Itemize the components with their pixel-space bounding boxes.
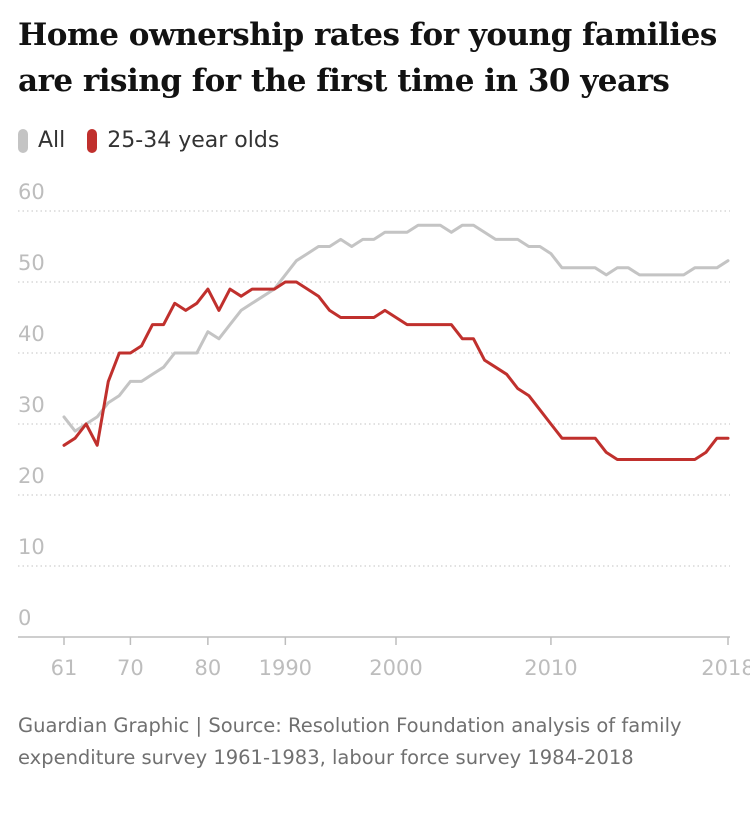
x-tick-label: 1990 xyxy=(259,656,312,680)
x-tick-label: 2018 xyxy=(701,656,750,680)
y-tick-label: 20 xyxy=(18,464,45,488)
y-tick-label: 40 xyxy=(18,322,45,346)
y-tick-label: 60 xyxy=(18,180,45,204)
series-line xyxy=(62,223,730,433)
y-tick-label: 30 xyxy=(18,393,45,417)
x-tick-label: 80 xyxy=(194,656,221,680)
y-tick-label: 0 xyxy=(18,606,31,630)
chart-title: Home ownership rates for young families … xyxy=(18,17,717,99)
series-line xyxy=(62,280,730,461)
legend-label: All xyxy=(38,128,66,153)
x-tick-label: 2000 xyxy=(369,656,422,680)
y-tick-label: 10 xyxy=(18,535,45,559)
legend-item: All xyxy=(18,128,65,153)
y-tick-label: 50 xyxy=(18,251,45,275)
legend-swatch xyxy=(87,128,98,153)
legend-label: 25-34 year olds xyxy=(107,128,280,153)
legend-item: 25-34 year olds xyxy=(87,128,279,153)
x-tick-label: 70 xyxy=(117,656,144,680)
x-tick-label: 2010 xyxy=(524,656,577,680)
chart: 0 10 20 30 40 50 60 61 70 80 1990 2000 2010 2018 xyxy=(18,180,750,680)
x-tick-label: 61 xyxy=(51,656,78,680)
source-note: Guardian Graphic | Source: Resolution Fo… xyxy=(18,714,682,769)
legend: All 25-34 year olds xyxy=(18,128,301,153)
legend-swatch xyxy=(18,128,28,153)
